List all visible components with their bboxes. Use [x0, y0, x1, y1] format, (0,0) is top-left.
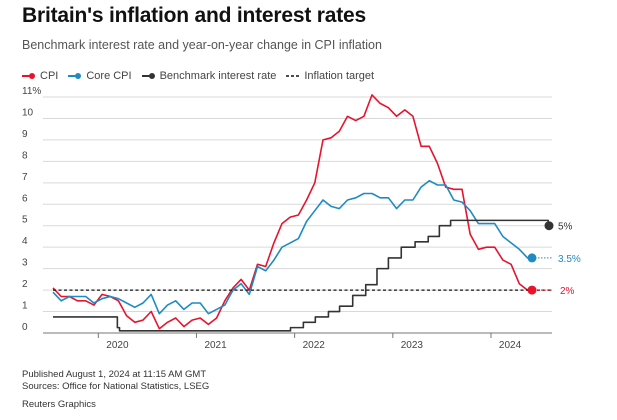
legend-label-cpi: CPI: [40, 70, 59, 82]
x-tick-label: 2022: [303, 340, 326, 351]
y-tick-label: 3: [22, 258, 28, 269]
legend-swatch-core-cpi: [68, 73, 82, 79]
legend-item-core-cpi: Core CPI: [68, 70, 132, 82]
y-tick-label: 5: [22, 215, 28, 226]
end-point-cpi: [527, 285, 537, 295]
x-tick-label: 2024: [499, 340, 522, 351]
published-note: Published August 1, 2024 at 11:15 AM GMT: [22, 369, 207, 380]
chart-subtitle: Benchmark interest rate and year-on-year…: [22, 38, 382, 52]
end-label-layer: 2% 3.5% 5%: [527, 221, 581, 297]
y-tick-label: 2: [22, 279, 28, 290]
series-layer: [52, 94, 552, 332]
legend-item-interest-rate: Benchmark interest rate: [141, 70, 277, 82]
series-line-cpi: [52, 94, 536, 330]
legend-label-interest-rate: Benchmark interest rate: [159, 70, 277, 82]
legend-label-inflation-target: Inflation target: [304, 70, 375, 82]
legend-swatch-interest-rate: [141, 73, 155, 79]
y-tick-label: 0: [22, 322, 28, 333]
end-label-cpi: 2%: [560, 286, 575, 297]
axis-layer: 0 1 2 3 4 5 6 7 8 9 10 11% 2020 2021 2022 2023 2024: [22, 86, 522, 351]
x-tick-label: 2020: [106, 340, 129, 351]
legend-label-core-cpi: Core CPI: [86, 70, 132, 82]
grid-layer: [43, 96, 552, 334]
y-tick-label: 1: [22, 301, 28, 312]
series-line-benchmark-interest-rate: [53, 219, 550, 332]
y-tick-label: 4: [22, 236, 28, 247]
y-tick-label: 11%: [22, 86, 41, 97]
y-tick-label: 6: [22, 193, 28, 204]
series-line-core-cpi: [52, 179, 536, 315]
end-label-benchmark-interest-rate: 5%: [558, 222, 573, 233]
x-tick-label: 2021: [204, 340, 227, 351]
legend-item-inflation-target: Inflation target: [286, 70, 374, 82]
end-point-benchmark-interest-rate: [544, 221, 554, 231]
end-point-core-cpi: [527, 253, 537, 263]
x-tick-label: 2023: [401, 340, 424, 351]
legend-swatch-inflation-target: [286, 75, 301, 77]
legend-swatch-cpi: [22, 73, 35, 79]
y-tick-label: 8: [22, 150, 28, 161]
sources-note: Sources: Office for National Statistics,…: [22, 381, 210, 392]
legend: CPI Core CPI Benchmark interest rate Inf…: [22, 70, 374, 82]
credit-note: Reuters Graphics: [22, 399, 96, 410]
y-tick-label: 7: [22, 172, 28, 183]
chart-title: Britain's inflation and interest rates: [22, 4, 366, 27]
end-label-core-cpi: 3.5%: [558, 254, 581, 265]
y-tick-label: 10: [22, 107, 34, 118]
legend-item-cpi: CPI: [22, 70, 58, 82]
y-tick-label: 9: [22, 129, 28, 140]
